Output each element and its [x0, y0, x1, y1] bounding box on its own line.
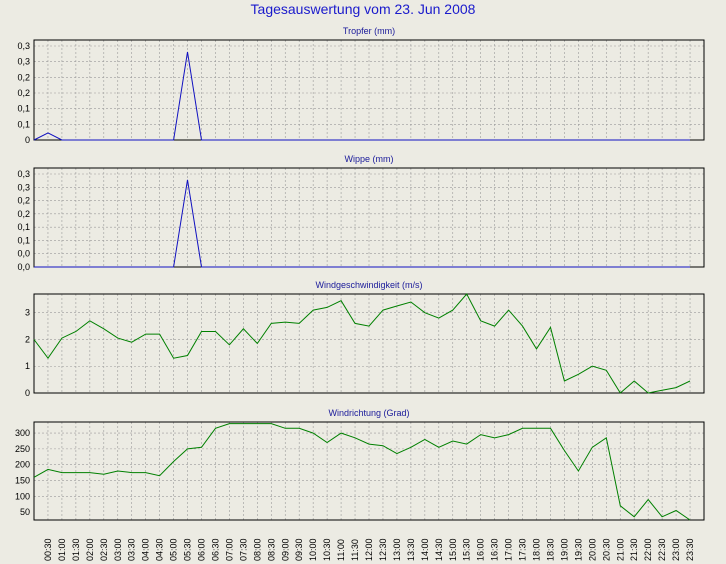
x-tick-label: 05:00: [169, 538, 179, 561]
x-tick-label: 07:30: [238, 538, 248, 561]
y-tick-label: 0: [25, 135, 30, 145]
x-tick-label: 22:00: [643, 538, 653, 561]
series-line-0: [33, 51, 690, 141]
x-tick-label: 23:30: [685, 538, 695, 561]
y-tick-label: 0,1: [17, 235, 30, 245]
y-tick-label: 3: [25, 308, 30, 318]
y-tick-label: 50: [20, 507, 30, 517]
x-tick-label: 00:30: [43, 538, 53, 561]
x-tick-label: 18:00: [532, 538, 542, 561]
x-tick-label: 14:00: [420, 538, 430, 561]
x-tick-label: 10:00: [308, 538, 318, 561]
y-tick-label: 0,3: [17, 169, 30, 179]
x-tick-label: 02:00: [85, 538, 95, 561]
y-tick-label: 0,0: [17, 249, 30, 259]
x-tick-label: 21:00: [615, 538, 625, 561]
x-tick-label: 07:00: [224, 538, 234, 561]
y-tick-label: 0,2: [17, 196, 30, 206]
x-tick-label: 20:00: [587, 538, 597, 561]
y-tick-label: 0,2: [17, 72, 30, 82]
x-tick-label: 15:00: [448, 538, 458, 561]
panel-title-tropfer: Tropfer (mm): [342, 26, 396, 36]
y-tick-label: 0,1: [17, 222, 30, 232]
x-tick-label: 20:30: [601, 538, 611, 561]
y-tick-label: 0,1: [17, 104, 30, 114]
x-tick-label: 03:30: [127, 538, 137, 561]
x-tick-label: 13:00: [392, 538, 402, 561]
x-tick-label: 11:30: [350, 539, 360, 561]
plot-frame-3: [33, 421, 705, 521]
x-tick-label: 10:30: [322, 538, 332, 561]
y-tick-label: 0,3: [17, 57, 30, 67]
x-tick-label: 14:30: [434, 538, 444, 561]
x-tick-label: 06:30: [210, 538, 220, 561]
y-tick-label: 150: [15, 475, 30, 485]
x-tick-label: 16:00: [476, 538, 486, 561]
y-tick-label: 0,0: [17, 262, 30, 272]
series-line-2: [33, 293, 691, 394]
panel-title-windgeschwindigkeit: Windgeschwindigkeit (m/s): [315, 280, 423, 290]
x-tick-label: 05:30: [183, 538, 193, 561]
x-tick-label: 03:00: [113, 538, 123, 561]
x-tick-label: 16:30: [490, 538, 500, 561]
x-tick-label: 19:00: [559, 538, 569, 561]
series-line-1: [34, 179, 690, 268]
y-tick-label: 0,2: [17, 209, 30, 219]
panel-title-wippe: Wippe (mm): [344, 154, 394, 164]
x-tick-label: 01:30: [71, 538, 81, 561]
x-tick-label: 11:00: [336, 539, 346, 561]
plot-frame-2: [33, 293, 705, 394]
x-tick-label: 04:00: [141, 538, 151, 561]
y-tick-label: 100: [15, 491, 30, 501]
y-tick-label: 0,1: [17, 119, 30, 129]
x-tick-label: 06:00: [197, 538, 207, 561]
panel-title-windrichtung: Windrichtung (Grad): [328, 408, 410, 418]
y-tick-label: 0,3: [17, 182, 30, 192]
y-tick-label: 300: [15, 428, 30, 438]
x-tick-label: 12:30: [378, 538, 388, 561]
x-tick-label: 17:00: [504, 538, 514, 561]
x-tick-label: 12:00: [364, 538, 374, 561]
x-tick-label: 18:30: [545, 538, 555, 561]
y-tick-label: 200: [15, 460, 30, 470]
series-line-3: [33, 423, 691, 521]
x-tick-label: 21:30: [629, 538, 639, 561]
y-tick-label: 1: [25, 361, 30, 371]
x-tick-label: 22:30: [657, 538, 667, 561]
y-tick-label: 0,3: [17, 41, 30, 51]
x-tick-label: 04:30: [155, 538, 165, 561]
x-tick-label: 08:30: [266, 538, 276, 561]
y-tick-label: 0: [25, 388, 30, 398]
x-tick-label: 02:30: [99, 538, 109, 561]
main-title: Tagesauswertung vom 23. Jun 2008: [250, 1, 476, 17]
x-tick-label: 13:30: [406, 538, 416, 561]
x-tick-label: 15:30: [462, 538, 472, 561]
x-tick-label: 09:00: [280, 538, 290, 561]
y-tick-label: 0,2: [17, 88, 30, 98]
x-tick-label: 19:30: [573, 538, 583, 561]
x-tick-label: 09:30: [294, 538, 304, 561]
x-tick-label: 23:00: [671, 538, 681, 561]
y-tick-label: 250: [15, 444, 30, 454]
x-tick-label: 01:00: [57, 538, 67, 561]
x-tick-label: 08:00: [252, 538, 262, 561]
y-tick-label: 2: [25, 334, 30, 344]
x-tick-label: 17:30: [518, 538, 528, 561]
